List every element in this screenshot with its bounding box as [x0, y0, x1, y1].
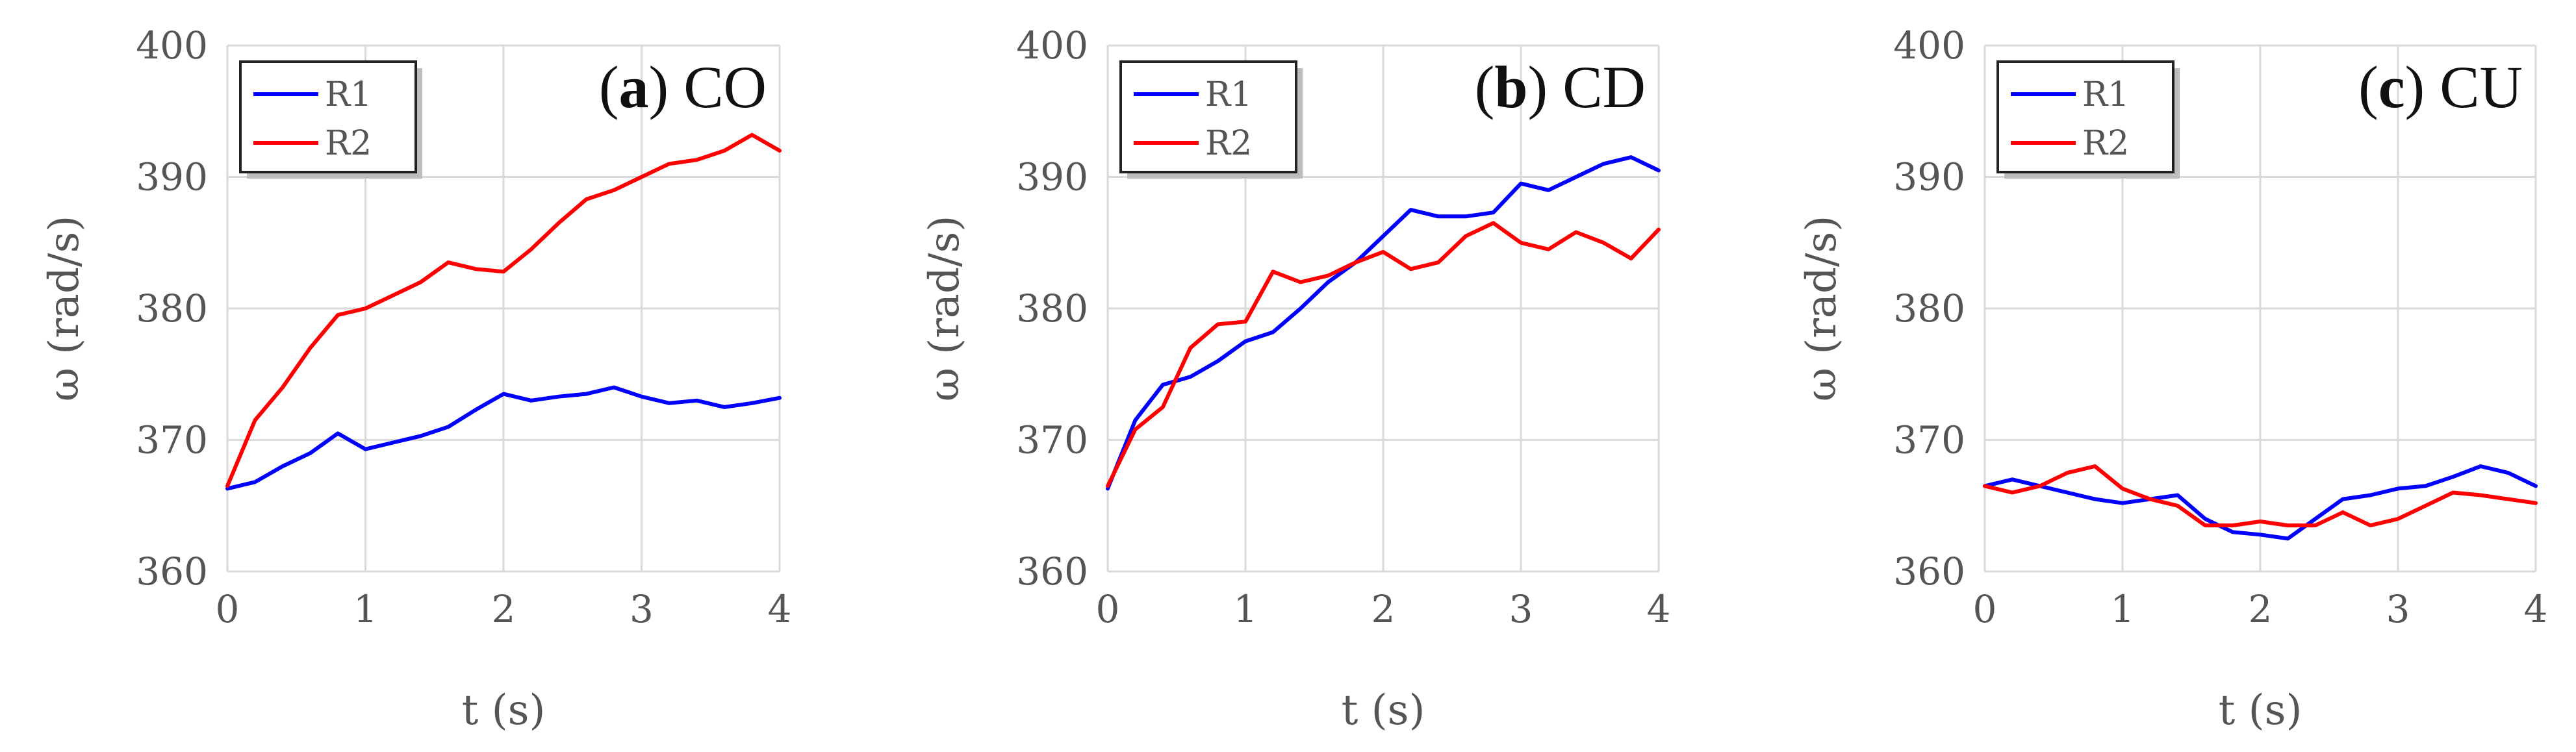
series-line-r1 [1983, 464, 2538, 541]
legend-box [239, 60, 417, 173]
x-tick-label: 3 [630, 587, 654, 631]
x-axis-label: t (s) [462, 686, 546, 734]
panel-title-open-paren: ( [599, 54, 619, 120]
y-tick-label: 360 [1893, 549, 1965, 594]
legend-label-r2: R2 [1205, 124, 1252, 163]
x-tick-label: 4 [768, 587, 792, 631]
series-line-r2 [225, 132, 782, 488]
y-tick-label: 390 [1893, 155, 1965, 199]
x-tick-label: 1 [1234, 587, 1258, 631]
y-axis-label: ω (rad/s) [1798, 216, 1846, 402]
chart-panel-c: 360 370 380 390 400 0 1 2 3 4 t (s) ω (rad/s) R1 R2 (c… [1798, 23, 2547, 734]
y-tick-label: 370 [1016, 418, 1088, 462]
x-tick-label: 3 [2386, 587, 2410, 631]
panel-title-open-paren: ( [1475, 54, 1495, 120]
x-tick-label: 2 [2249, 587, 2273, 631]
x-tick-label: 2 [492, 587, 516, 631]
x-tick-label: 1 [353, 587, 377, 631]
series-line-r2 [1983, 464, 2538, 528]
y-tick-label: 380 [1016, 286, 1088, 331]
panel-title-letter: c [2378, 54, 2405, 120]
x-tick-label: 1 [2111, 587, 2135, 631]
legend-label-r1: R1 [325, 75, 372, 114]
panel-title-letter: b [1494, 54, 1527, 120]
series-line-r1 [1106, 155, 1661, 491]
y-tick-label: 390 [1016, 155, 1088, 199]
panel-title-text: CO [683, 54, 767, 120]
y-tick-label: 400 [136, 23, 208, 68]
y-tick-label: 400 [1893, 23, 1965, 68]
y-axis-label: ω (rad/s) [921, 216, 969, 402]
panel-title-close-paren: ) [1528, 54, 1563, 120]
y-tick-label: 380 [1893, 286, 1965, 331]
panel-title-letter: a [619, 54, 649, 120]
legend-box [1119, 60, 1297, 173]
x-tick-label: 0 [1973, 587, 1997, 631]
x-axis-label: t (s) [1342, 686, 1425, 734]
legend-box [1996, 60, 2174, 173]
x-tick-label: 4 [1647, 587, 1671, 631]
legend-label-r1: R1 [1205, 75, 1252, 114]
y-axis-label: ω (rad/s) [40, 216, 88, 402]
y-tick-label: 390 [136, 155, 208, 199]
y-tick-label: 380 [136, 286, 208, 331]
panel-title-close-paren: ) [649, 54, 684, 120]
y-tick-label: 400 [1016, 23, 1088, 68]
x-tick-label: 4 [2524, 587, 2548, 631]
x-axis-label: t (s) [2219, 686, 2302, 734]
panel-title-text: CU [2440, 54, 2523, 120]
x-tick-label: 3 [1509, 587, 1533, 631]
y-tick-label: 370 [1893, 418, 1965, 462]
panel-title-text: CD [1562, 54, 1646, 120]
x-tick-label: 0 [1096, 587, 1120, 631]
x-tick-label: 2 [1371, 587, 1396, 631]
legend-label-r1: R1 [2082, 75, 2129, 114]
legend-label-r2: R2 [2082, 124, 2129, 163]
x-tick-label: 0 [216, 587, 240, 631]
y-tick-label: 360 [136, 549, 208, 594]
series-line-r2 [1106, 221, 1661, 488]
panel-title: (c) CU [2358, 54, 2523, 120]
y-tick-label: 360 [1016, 549, 1088, 594]
chart-panel-a: 360 370 380 390 400 0 1 2 3 4 t (s) ω (rad/s) R1 R2 (a… [40, 23, 791, 734]
panel-title: (a) CO [599, 54, 767, 120]
legend-label-r2: R2 [325, 124, 372, 163]
y-tick-label: 370 [136, 418, 208, 462]
panel-title: (b) CD [1475, 54, 1646, 120]
panel-title-open-paren: ( [2358, 54, 2378, 120]
chart-panel-b: 360 370 380 390 400 0 1 2 3 4 t (s) ω (rad/s) R1 R2 (b… [921, 23, 1670, 734]
panel-title-close-paren: ) [2405, 54, 2440, 120]
series-line-r1 [225, 385, 782, 491]
